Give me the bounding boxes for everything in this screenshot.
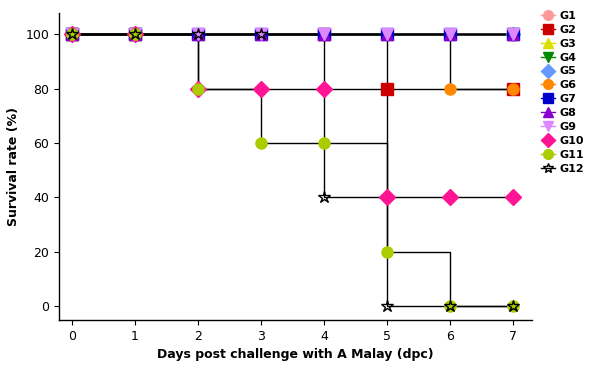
Legend: G1, G2, G3, G4, G5, G6, G7, G8, G9, G10, G11, G12: G1, G2, G3, G4, G5, G6, G7, G8, G9, G10,…	[537, 7, 588, 178]
X-axis label: Days post challenge with A Malay (dpc): Days post challenge with A Malay (dpc)	[157, 348, 434, 361]
Y-axis label: Survival rate (%): Survival rate (%)	[7, 107, 20, 226]
